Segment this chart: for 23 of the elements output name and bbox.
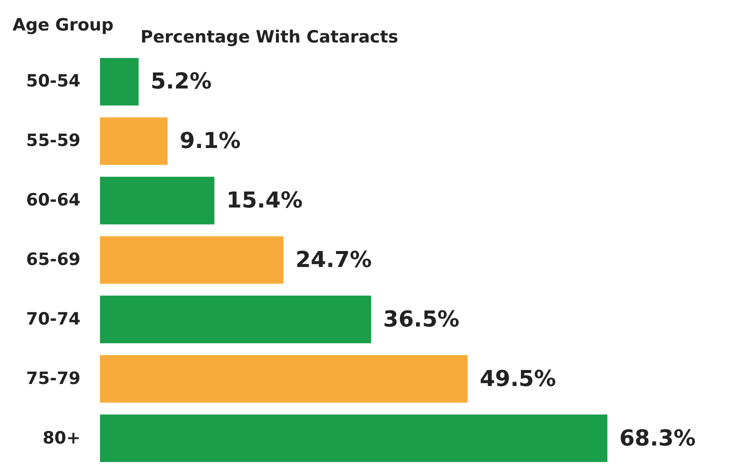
- y-tick-label: 65-69: [26, 250, 80, 270]
- y-axis-title: Age Group: [12, 16, 114, 36]
- data-label: 49.5%: [480, 366, 556, 392]
- y-tick-label: 75-79: [26, 368, 80, 389]
- y-tick-label: 80+: [42, 428, 80, 448]
- data-label: 9.1%: [180, 129, 241, 154]
- bar: [100, 176, 214, 224]
- y-tick-label: 70-74: [26, 309, 81, 330]
- y-tick-label: 50-54: [26, 72, 81, 92]
- y-tick-label: 60-64: [26, 190, 81, 211]
- x-axis-title: Percentage With Cataracts: [140, 28, 398, 48]
- bar: [100, 355, 468, 403]
- data-label: 24.7%: [295, 248, 372, 273]
- bar: [100, 117, 168, 165]
- bar: [100, 236, 284, 284]
- data-label: 68.3%: [619, 426, 696, 452]
- y-tick-label: 55-59: [26, 131, 80, 152]
- data-label: 36.5%: [383, 307, 460, 332]
- data-label: 15.4%: [226, 188, 303, 214]
- data-label: 5.2%: [150, 70, 212, 95]
- bar: [100, 414, 608, 462]
- bar: [100, 296, 372, 344]
- bar: [100, 58, 139, 106]
